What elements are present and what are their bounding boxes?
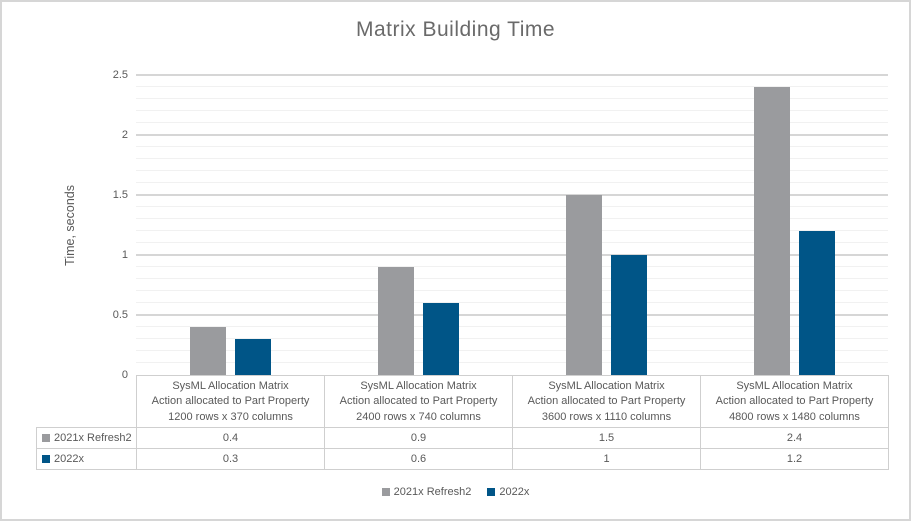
series-key-swatch — [42, 455, 50, 463]
plot-area — [136, 74, 888, 375]
category-header-cell: SysML Allocation Matrix Action allocated … — [136, 375, 325, 428]
category-header-line: SysML Allocation Matrix — [172, 379, 289, 392]
minor-gridline — [136, 170, 888, 171]
series-value-cell: 0.4 — [136, 427, 325, 449]
category-header-line: 2400 rows x 740 columns — [356, 410, 481, 423]
major-gridline — [136, 194, 888, 196]
minor-gridline — [136, 158, 888, 159]
series-key-swatch — [42, 434, 50, 442]
category-header-line: Action allocated to Part Property — [151, 395, 310, 408]
table-series-row: 2021x Refresh2 0.4 0.9 1.5 2.4 — [36, 427, 889, 449]
series-value-cell: 0.9 — [324, 427, 513, 449]
category-header-line: SysML Allocation Matrix — [360, 379, 477, 392]
legend-swatch — [381, 488, 390, 496]
series-name-cell: 2022x — [36, 448, 137, 470]
y-axis-tick-labels: 0 0.5 1 1.5 2 2.5 — [94, 69, 128, 381]
series-value-cell: 0.3 — [136, 448, 325, 470]
minor-gridline — [136, 206, 888, 207]
table-header-row: SysML Allocation Matrix Action allocated … — [37, 375, 889, 428]
minor-gridline — [136, 122, 888, 123]
table-corner-cell — [37, 376, 137, 428]
category-header-line: SysML Allocation Matrix — [548, 379, 665, 392]
y-tick-label: 0.5 — [112, 309, 128, 321]
series-value-cell: 2.4 — [700, 427, 889, 449]
legend-item: 2021x Refresh2 — [381, 486, 472, 498]
bar — [798, 231, 835, 375]
major-gridline — [136, 314, 888, 316]
legend-item: 2022x — [487, 486, 529, 498]
series-value-cell: 0.6 — [324, 448, 513, 470]
minor-gridline — [136, 230, 888, 231]
data-table-body: SysML Allocation Matrix Action allocated … — [36, 375, 889, 470]
minor-gridline — [136, 98, 888, 99]
chart-title: Matrix Building Time — [355, 18, 556, 41]
category-header-cell: SysML Allocation Matrix Action allocated … — [512, 375, 701, 428]
minor-gridline — [136, 326, 888, 327]
category-header-line: Action allocated to Part Property — [339, 395, 498, 408]
series-value-cell: 1.2 — [700, 448, 889, 470]
y-axis-title: Time, seconds — [60, 75, 80, 375]
minor-gridline — [136, 362, 888, 363]
y-tick-label: 2.5 — [112, 69, 128, 81]
category-header-line: 4800 rows x 1480 columns — [729, 410, 860, 423]
category-header-line: SysML Allocation Matrix — [736, 379, 853, 392]
y-axis-title-text: Time, seconds — [63, 184, 77, 266]
legend-label: 2021x Refresh2 — [393, 486, 472, 498]
bar — [189, 327, 226, 375]
bar — [753, 87, 790, 375]
major-gridline — [136, 134, 888, 136]
y-tick-label: 0 — [121, 369, 128, 381]
data-table: SysML Allocation Matrix Action allocated … — [36, 375, 889, 470]
minor-gridline — [136, 266, 888, 267]
y-tick-label: 2 — [121, 129, 128, 141]
bar — [610, 255, 647, 375]
category-header-line: 3600 rows x 1110 columns — [541, 410, 672, 423]
category-header-cell: SysML Allocation Matrix Action allocated … — [324, 375, 513, 428]
series-name-cell: 2021x Refresh2 — [36, 427, 137, 449]
bar — [234, 339, 271, 375]
minor-gridline — [136, 242, 888, 243]
legend-swatch — [487, 488, 496, 496]
minor-gridline — [136, 290, 888, 291]
minor-gridline — [136, 146, 888, 147]
category-header-line: 1200 rows x 370 columns — [168, 410, 293, 423]
minor-gridline — [136, 350, 888, 351]
y-tick-label: 1.5 — [112, 189, 128, 201]
minor-gridline — [136, 182, 888, 183]
minor-gridline — [136, 110, 888, 111]
minor-gridline — [136, 278, 888, 279]
category-header-line: Action allocated to Part Property — [527, 395, 686, 408]
minor-gridline — [136, 218, 888, 219]
table-series-row: 2022x 0.3 0.6 1 1.2 — [36, 448, 889, 470]
bar — [422, 303, 459, 375]
minor-gridline — [136, 302, 888, 303]
legend: 2021x Refresh2 2022x — [2, 486, 909, 498]
bar — [377, 267, 414, 375]
major-gridline — [136, 74, 888, 76]
minor-gridline — [136, 86, 888, 87]
legend-label: 2022x — [499, 486, 530, 498]
series-value-cell: 1.5 — [512, 427, 701, 449]
major-gridline — [136, 254, 888, 256]
category-header-cell: SysML Allocation Matrix Action allocated … — [700, 375, 889, 428]
category-header-line: Action allocated to Part Property — [715, 395, 874, 408]
series-value-cell: 1 — [512, 448, 701, 470]
minor-gridline — [136, 338, 888, 339]
y-tick-label: 1 — [121, 249, 128, 261]
bar — [565, 195, 602, 375]
